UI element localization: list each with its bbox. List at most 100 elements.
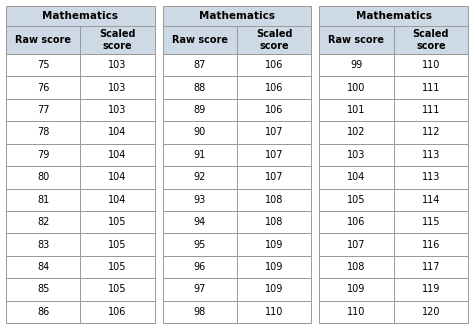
Text: 104: 104 [109, 172, 127, 182]
Bar [80, 278, 155, 301]
Text: 104: 104 [109, 127, 127, 138]
Bar [80, 189, 155, 211]
Bar [6, 278, 80, 301]
Bar [237, 233, 311, 256]
Text: 96: 96 [194, 262, 206, 272]
Text: 103: 103 [109, 83, 127, 93]
Bar [319, 144, 394, 166]
Text: 87: 87 [194, 60, 206, 70]
Text: 104: 104 [347, 172, 365, 182]
Text: 91: 91 [194, 150, 206, 160]
Bar [80, 256, 155, 278]
Text: 79: 79 [37, 150, 49, 160]
Text: 101: 101 [347, 105, 365, 115]
Bar [319, 76, 394, 99]
Bar [394, 54, 468, 76]
Bar [80, 301, 155, 323]
Bar [163, 26, 237, 54]
Bar [394, 301, 468, 323]
Bar [6, 54, 80, 76]
Bar [6, 301, 80, 323]
Bar [163, 99, 237, 121]
Bar [394, 233, 468, 256]
Bar [319, 256, 394, 278]
Text: 92: 92 [194, 172, 206, 182]
Bar [163, 121, 237, 144]
Text: 119: 119 [422, 284, 440, 294]
Bar [6, 233, 80, 256]
Text: Scaled
score: Scaled score [99, 29, 136, 51]
Text: 100: 100 [347, 83, 365, 93]
Text: 105: 105 [108, 217, 127, 227]
Text: 108: 108 [347, 262, 365, 272]
Text: 82: 82 [37, 217, 49, 227]
Bar [237, 121, 311, 144]
Bar [80, 233, 155, 256]
Bar [80, 211, 155, 233]
Text: Raw score: Raw score [15, 35, 71, 45]
Text: 99: 99 [350, 60, 363, 70]
Text: 113: 113 [422, 150, 440, 160]
Bar [6, 121, 80, 144]
Text: 120: 120 [421, 307, 440, 317]
Bar [394, 189, 468, 211]
Bar [80, 144, 155, 166]
Bar [80, 54, 155, 76]
Bar [80, 76, 155, 99]
Bar [394, 211, 468, 233]
Bar [6, 211, 80, 233]
Bar [6, 144, 80, 166]
Bar [163, 278, 237, 301]
Bar [6, 26, 80, 54]
Bar [163, 6, 311, 26]
Text: Scaled
score: Scaled score [412, 29, 449, 51]
Bar [80, 166, 155, 189]
Bar [6, 99, 80, 121]
Text: 89: 89 [194, 105, 206, 115]
Bar [6, 166, 80, 189]
Text: 105: 105 [347, 195, 366, 205]
Bar [80, 121, 155, 144]
Text: 80: 80 [37, 172, 49, 182]
Text: 84: 84 [37, 262, 49, 272]
Text: 83: 83 [37, 240, 49, 249]
Bar [237, 301, 311, 323]
Bar [394, 166, 468, 189]
Text: 81: 81 [37, 195, 49, 205]
Text: 105: 105 [108, 240, 127, 249]
Bar [163, 76, 237, 99]
Text: 98: 98 [194, 307, 206, 317]
Bar [394, 76, 468, 99]
Text: 107: 107 [265, 172, 283, 182]
Text: 103: 103 [347, 150, 365, 160]
Text: 108: 108 [265, 217, 283, 227]
Bar [394, 99, 468, 121]
Text: 113: 113 [422, 172, 440, 182]
Text: 109: 109 [265, 284, 283, 294]
Text: 90: 90 [194, 127, 206, 138]
Text: 104: 104 [109, 150, 127, 160]
Text: 78: 78 [37, 127, 49, 138]
Text: 106: 106 [109, 307, 127, 317]
Bar [394, 144, 468, 166]
Bar [163, 54, 237, 76]
Text: Mathematics: Mathematics [42, 11, 118, 21]
Text: 110: 110 [265, 307, 283, 317]
Text: Raw score: Raw score [328, 35, 384, 45]
Bar [319, 6, 468, 26]
Text: 115: 115 [421, 217, 440, 227]
Bar [319, 189, 394, 211]
Text: 97: 97 [194, 284, 206, 294]
Bar [394, 256, 468, 278]
Bar [163, 144, 237, 166]
Bar [319, 26, 394, 54]
Bar [237, 278, 311, 301]
Bar [319, 233, 394, 256]
Text: 106: 106 [265, 105, 283, 115]
Bar [394, 26, 468, 54]
Text: 109: 109 [347, 284, 365, 294]
Bar [163, 256, 237, 278]
Text: 102: 102 [347, 127, 366, 138]
Text: 114: 114 [422, 195, 440, 205]
Text: 110: 110 [422, 60, 440, 70]
